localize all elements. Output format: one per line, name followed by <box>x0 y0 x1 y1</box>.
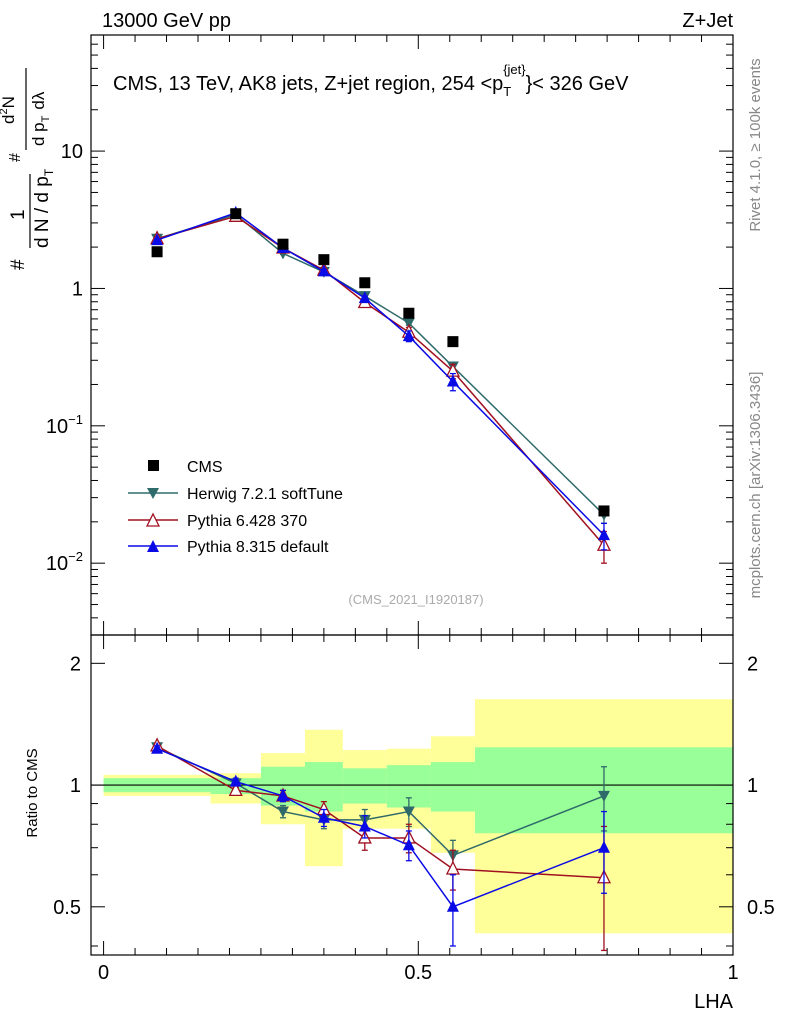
legend-marker-cms <box>148 460 159 471</box>
legend-entry-pythia6: Pythia 6.428 370 <box>128 512 307 530</box>
ylabel-hash-a: # <box>8 259 29 270</box>
ratio-series-line <box>156 748 605 908</box>
main-data-point <box>403 307 415 319</box>
legend-marker-herwig <box>147 488 159 499</box>
legend-entry-herwig: Herwig 7.2.1 softTune <box>128 486 343 503</box>
ratio-series-line <box>156 746 605 857</box>
main-data-point <box>598 505 610 517</box>
x-axis-label: LHA <box>694 991 734 1013</box>
energy-label: 13000 GeV pp <box>102 10 231 32</box>
ratio-data-point <box>151 741 164 754</box>
title-suffix: }< 326 GeV <box>526 73 630 95</box>
legend: CMS Herwig 7.2.1 softTune Pythia 6.428 3… <box>128 459 343 556</box>
main-data-point <box>151 246 163 258</box>
main-series-herwig-7-2-1-softtune <box>151 209 610 524</box>
rivet-version-label: Rivet 4.1.0, ≥ 100k events <box>747 58 764 231</box>
legend-marker-pythia6 <box>145 512 161 527</box>
main-data-point <box>317 264 330 277</box>
main-data-point <box>446 374 459 387</box>
main-data-point <box>447 336 459 348</box>
main-series-line <box>156 212 605 536</box>
title-prefix: CMS, 13 TeV, AK8 jets, Z+jet region, 254… <box>113 73 503 95</box>
main-data-point <box>230 208 242 220</box>
main-series-cms <box>151 208 610 517</box>
ylabel-dn-dpt: d N / d pT <box>32 168 56 248</box>
main-y-tick-label: 10 <box>61 141 83 163</box>
ratio-series-layer <box>150 737 612 952</box>
main-series-line <box>156 215 605 546</box>
ylabel-dpt-dlambda: d pTdλ <box>29 91 52 146</box>
process-label: Z+Jet <box>682 10 733 32</box>
analysis-watermark: (CMS_2021_I1920187) <box>348 592 483 607</box>
legend-label-pythia6: Pythia 6.428 370 <box>187 513 307 530</box>
ratio-x-tick-label: 0 <box>98 962 109 984</box>
title-sup: {jet} <box>503 62 526 77</box>
main-data-point <box>597 528 610 541</box>
ratio-data-point <box>597 790 610 802</box>
ratio-y-tick-label: 1 <box>70 775 81 797</box>
main-plot-title: CMS, 13 TeV, AK8 jets, Z+jet region, 254… <box>113 62 629 99</box>
legend-marker-pythia8 <box>147 540 159 552</box>
main-x-ticks <box>103 35 734 635</box>
ratio-series-pythia-8-315-default <box>151 741 610 947</box>
legend-entry-pythia8: Pythia 8.315 default <box>128 539 329 556</box>
ratio-series-line <box>156 745 605 879</box>
ylabel-hash-b: # <box>7 153 24 162</box>
main-y-axis-label: # 1 d N / d pT # d2N d pTdλ <box>0 68 56 270</box>
ratio-x-ticks: 0 0.5 1 <box>98 635 739 984</box>
ylabel-d2n: d2N <box>0 96 18 124</box>
main-data-point <box>402 329 415 342</box>
mcplots-label: mcplots.cern.ch [arXiv:1306.3436] <box>747 372 764 599</box>
legend-label-pythia8: Pythia 8.315 default <box>187 539 329 556</box>
ratio-data-point <box>229 774 242 787</box>
main-data-point <box>358 291 371 304</box>
ratio-data-point <box>445 860 460 875</box>
ratio-y-axis-label: Ratio to CMS <box>24 748 41 837</box>
ratio-data-point <box>446 899 459 912</box>
ratio-y-tick-label: 0.5 <box>53 897 81 919</box>
main-y-tick-label: 1 <box>72 278 83 300</box>
ratio-band-green <box>342 768 387 804</box>
ratio-data-point <box>317 810 330 823</box>
ratio-data-point <box>402 806 415 818</box>
ratio-x-tick-label: 0.5 <box>404 962 432 984</box>
ratio-data-point <box>402 838 415 851</box>
ratio-data-point <box>276 806 289 818</box>
ratio-y-tick-label-right: 0.5 <box>747 897 775 919</box>
ratio-panel-frame <box>90 634 734 956</box>
main-data-point <box>359 277 371 289</box>
main-data-point <box>277 238 289 250</box>
ratio-uncertainty-bands <box>103 699 733 934</box>
ratio-data-point <box>276 788 289 801</box>
legend-entry-cms: CMS <box>148 459 223 476</box>
main-series-layer <box>150 205 612 564</box>
ratio-y-ticks: 0.5 0.5 1 1 2 2 <box>53 653 775 947</box>
ratio-data-point <box>358 819 371 832</box>
ratio-data-point <box>228 781 243 797</box>
ratio-y-tick-label: 2 <box>70 653 81 675</box>
main-data-point <box>318 254 330 266</box>
main-y-tick-label: 10−2 <box>46 549 83 575</box>
title-sub: T <box>503 84 511 99</box>
legend-label-cms: CMS <box>187 459 223 476</box>
ylabel-one: 1 <box>8 209 29 220</box>
ratio-x-tick-label: 1 <box>727 962 738 984</box>
ratio-band-green <box>430 762 475 812</box>
ratio-y-tick-label-right: 1 <box>747 775 758 797</box>
ratio-y-tick-label-right: 2 <box>747 653 758 675</box>
main-data-point <box>402 318 415 330</box>
main-data-point <box>151 233 164 246</box>
ratio-data-point <box>597 840 610 853</box>
main-y-ticks: 10−2 10−1 1 10 <box>46 34 733 636</box>
main-series-pythia-6-428-370 <box>150 207 612 564</box>
main-series-line <box>156 213 605 516</box>
legend-label-herwig: Herwig 7.2.1 softTune <box>187 486 343 503</box>
main-y-tick-label: 10−1 <box>46 412 83 438</box>
